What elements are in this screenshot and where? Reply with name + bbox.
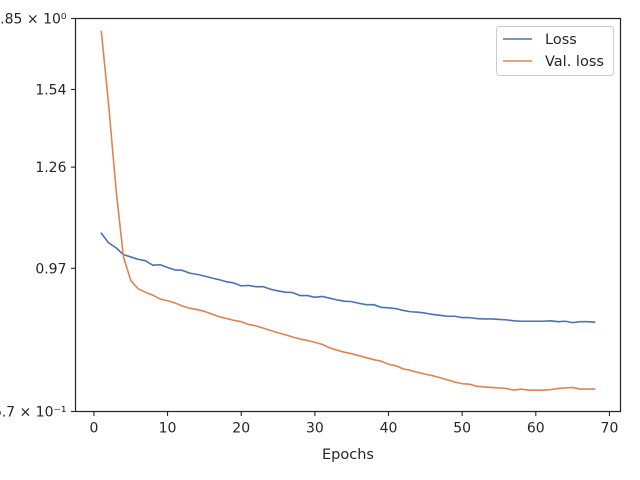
series-line-val-loss: [100, 30, 596, 391]
legend: Loss Val. loss: [496, 26, 614, 76]
x-tick-label: 0: [89, 421, 98, 437]
y-tick-label: 6.7 × 10⁻¹: [0, 405, 67, 421]
legend-label-loss: Loss: [545, 32, 577, 48]
x-axis-label: Epochs: [322, 447, 374, 463]
y-axis: 6.7 × 10⁻¹ 0.97 1.26 1.54 1.85 × 10⁰: [0, 12, 76, 421]
y-tick-label: 1.85 × 10⁰: [0, 12, 67, 28]
series-line-loss: [100, 232, 596, 324]
x-tick-label: 70: [601, 421, 619, 437]
x-tick-label: 30: [306, 421, 324, 437]
x-axis: 0 10 20 30 40 50 60 70: [89, 411, 619, 437]
y-tick-label: 1.26: [35, 160, 66, 176]
x-tick-label: 60: [527, 421, 545, 437]
x-tick-label: 20: [232, 421, 250, 437]
plot-frame: [74, 17, 622, 413]
x-tick-label: 10: [159, 421, 177, 437]
y-tick-label: 1.54: [35, 82, 66, 98]
y-tick-label: 0.97: [35, 261, 66, 277]
x-tick-label: 50: [453, 421, 471, 437]
legend-label-val-loss: Val. loss: [545, 54, 604, 70]
series-layer: [100, 30, 596, 391]
x-tick-label: 40: [380, 421, 398, 437]
